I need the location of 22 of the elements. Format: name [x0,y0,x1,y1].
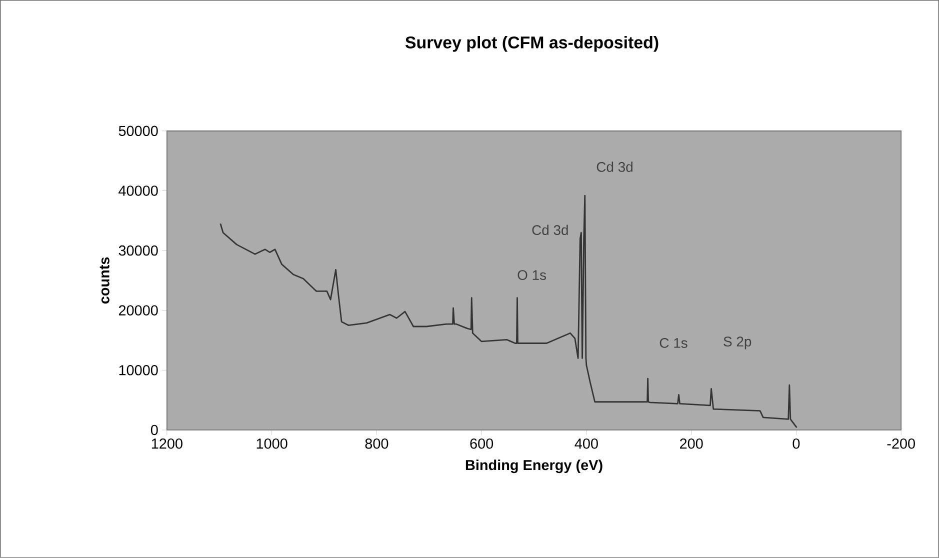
y-tick-label: 10000 [119,365,158,376]
chart-title: Survey plot (CFM as-deposited) [405,36,658,52]
annotation: S 2p [724,336,752,350]
y-tick-label: 40000 [118,186,158,196]
y-tick-label: 0 [150,424,158,436]
x-tick-label: 800 [365,438,388,449]
y-axis-title: counts [100,257,110,304]
y-tick-label: 20000 [118,305,158,316]
x-tick-label: 200 [680,438,703,449]
x-tick-label: 1000 [256,438,288,449]
annotation: Cd 3d [532,224,568,236]
x-tick-label: -200 [887,438,915,449]
x-tick-label: 600 [470,438,494,449]
x-axis-title: Binding Energy (eV) [466,460,602,474]
x-tick-label: 1200 [152,438,182,449]
y-tick-label: 30000 [118,245,158,256]
annotation: O 1s [518,270,546,280]
annotation: Cd 3d [596,162,632,172]
x-tick-label: 0 [792,438,800,449]
y-tick-label: 50000 [118,126,158,136]
x-tick-label: 400 [574,438,598,449]
annotation: C 1s [660,338,688,348]
